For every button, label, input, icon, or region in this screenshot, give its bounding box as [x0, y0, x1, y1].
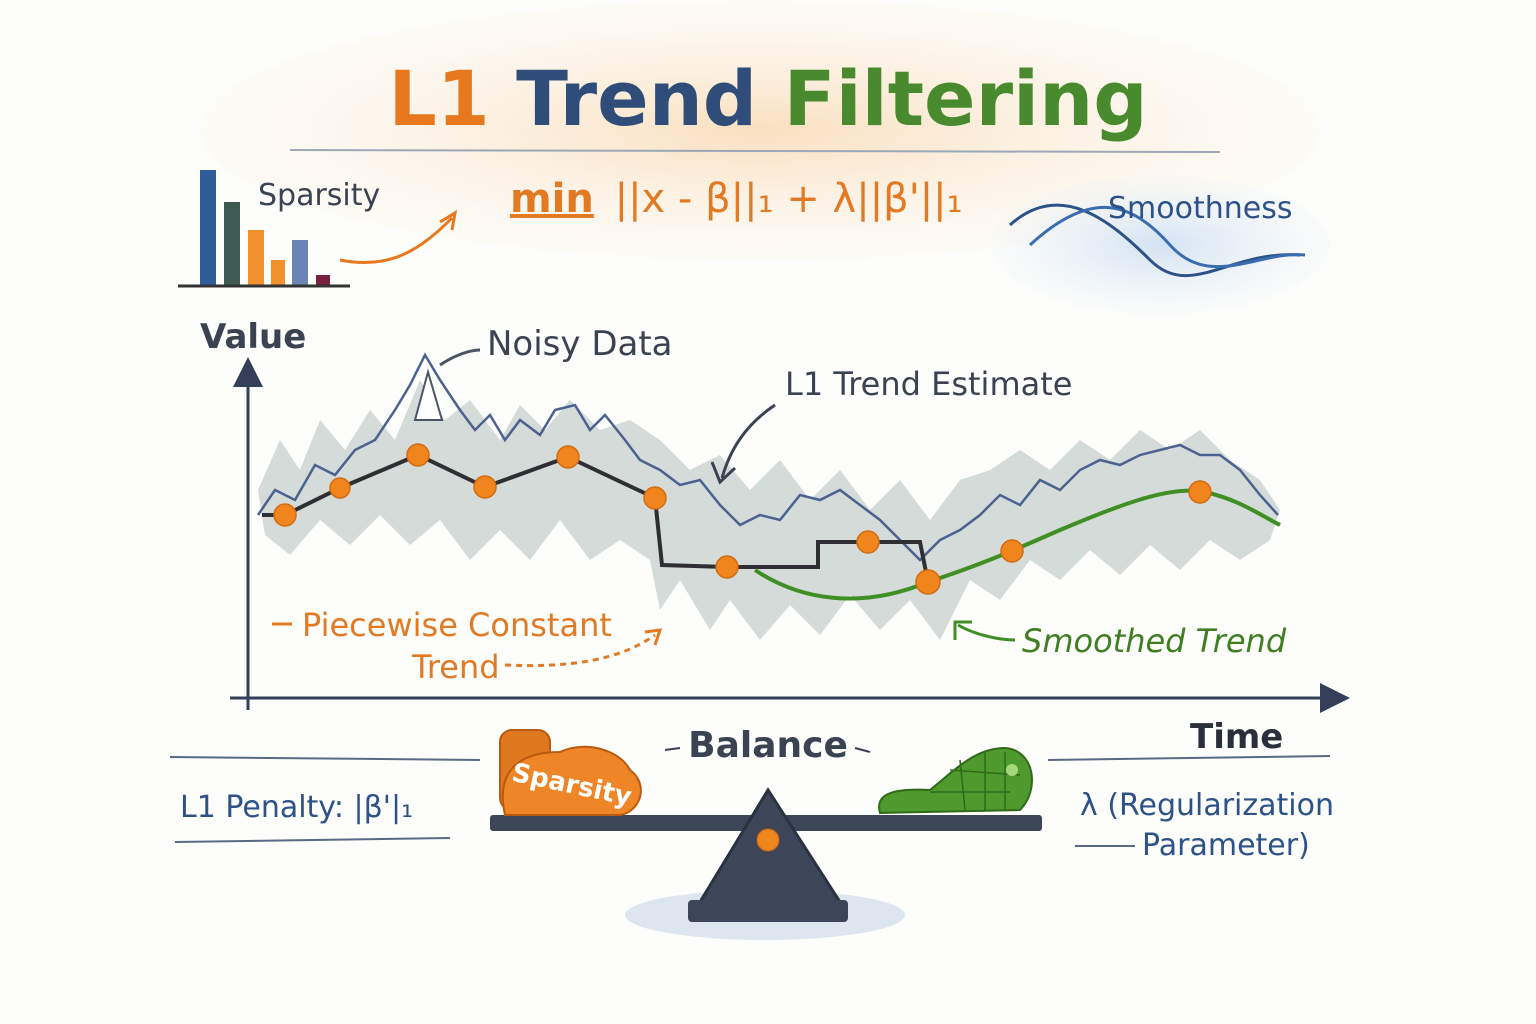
trend-estimate-label: L1 Trend Estimate [785, 365, 1072, 403]
lambda-label-line: λ (Regularization [1080, 788, 1334, 823]
left-rule [169, 756, 481, 761]
pivot [756, 828, 780, 852]
noisy-line [256, 352, 1279, 562]
title-trend: Trend [516, 54, 757, 143]
lambda-label: λ (Regularization Parameter) [1080, 788, 1344, 863]
noise-band [258, 380, 1280, 640]
title-filtering: Filtering [784, 54, 1148, 143]
smoothed-label: Smoothed Trend [1022, 622, 1287, 660]
title-underline [289, 149, 1221, 153]
lambda-label-line: Parameter) [1142, 828, 1310, 863]
formula-min: min [510, 176, 594, 222]
title-l1: L1 [388, 54, 489, 143]
balance-dashes [664, 747, 871, 753]
seesaw-base [688, 900, 848, 922]
smoothness-weight [878, 746, 1033, 815]
title: L1 Trend Filtering [388, 54, 1147, 143]
balance-title: Balance [688, 725, 848, 766]
smoothness-icon [1008, 203, 1306, 278]
sparsity-icon [178, 170, 458, 288]
piecewise-label: Piecewise Constant Trend [302, 606, 622, 686]
piecewise-arrowhead [644, 628, 663, 646]
l1-penalty-label: L1 Penalty: |β'|₁ [180, 790, 413, 825]
piecewise-label-line: Piecewise Constant [302, 606, 612, 644]
sparsity-weight [499, 729, 642, 816]
noisy-pointer [413, 368, 444, 421]
right-rule [1047, 755, 1331, 761]
noisy-label: Noisy Data [487, 324, 673, 364]
trend-estimate-arrowhead [710, 461, 737, 485]
formula: min ||x - β||₁ + λ||β'||₁ [510, 176, 963, 222]
sparsity-label: Sparsity [258, 178, 380, 213]
smoothness-label: Smoothness [1108, 191, 1292, 226]
trend-estimate-arrow [720, 403, 776, 479]
smooth-line [753, 488, 1281, 601]
formula-expression: ||x - β||₁ + λ||β'||₁ [615, 176, 963, 222]
noisy-arrow [439, 348, 481, 367]
smoothed-arrow [957, 623, 1016, 642]
x-axis-label: Time [1190, 717, 1283, 757]
smoothed-arrowhead [953, 620, 972, 640]
piecewise-label-line: Trend [411, 648, 500, 686]
estimate-points [273, 443, 1212, 595]
left-rule [174, 837, 451, 843]
smooth-wash [990, 175, 1330, 315]
y-axis-label: Value [200, 317, 306, 357]
title-wash [200, 0, 1320, 260]
